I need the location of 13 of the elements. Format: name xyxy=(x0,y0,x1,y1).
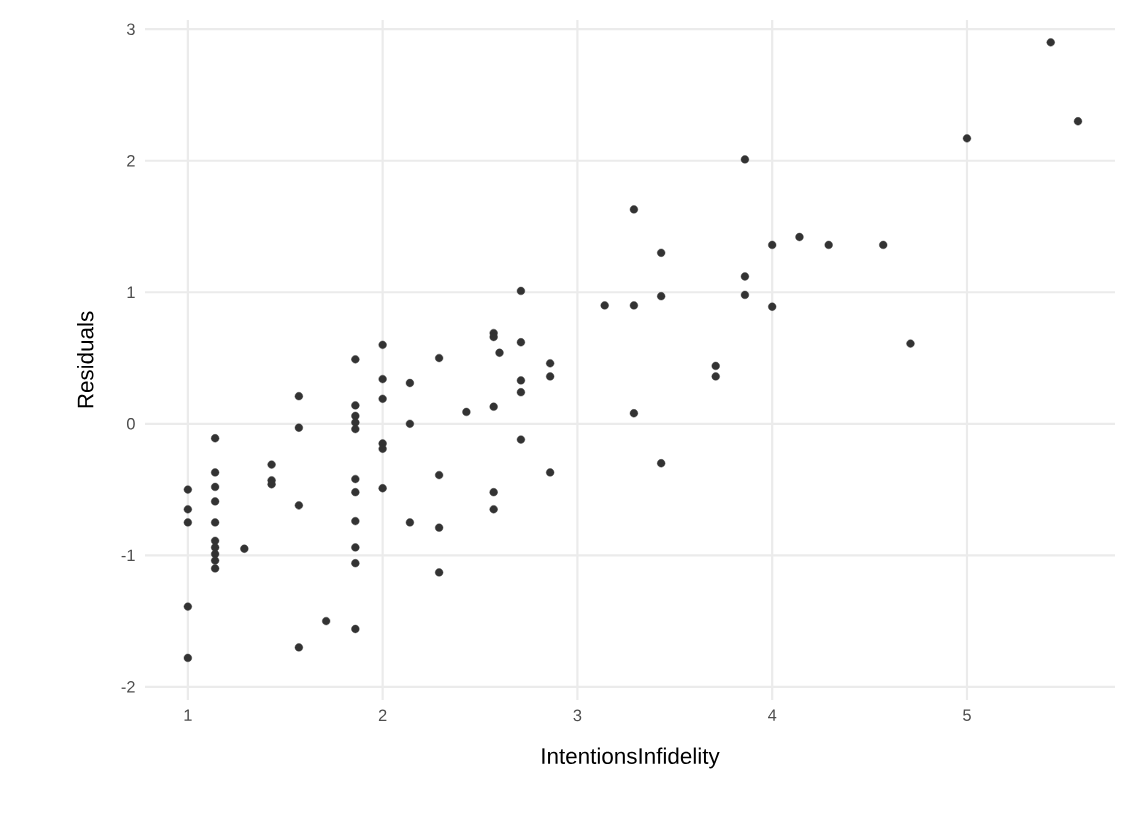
x-tick-label: 3 xyxy=(573,709,582,722)
x-tick-label: 5 xyxy=(963,709,971,721)
y-tick-label: 2 xyxy=(127,154,135,167)
y-tick-label: 3 xyxy=(126,23,135,36)
y-tick-label: -2 xyxy=(121,681,135,693)
y-tick-label: -1 xyxy=(121,549,135,561)
x-tick-label: 1 xyxy=(184,709,192,721)
y-axis-title: Residuals xyxy=(77,311,94,408)
x-tick-label: 2 xyxy=(378,709,387,721)
x-tick-label: 4 xyxy=(768,709,777,721)
y-tick-label: 1 xyxy=(127,286,135,298)
y-tick-label: 0 xyxy=(126,417,135,430)
x-axis-title: IntentionsInfidelity xyxy=(542,747,720,769)
